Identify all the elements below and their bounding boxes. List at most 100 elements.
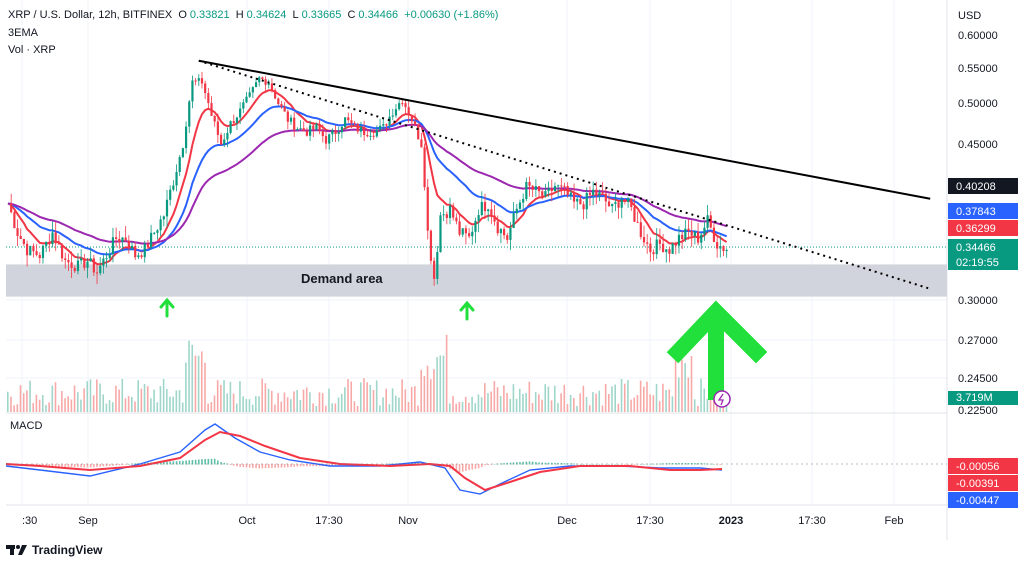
candle-body [385, 124, 388, 126]
volume-bar [61, 390, 63, 412]
candle-body [703, 227, 706, 235]
macd-histogram-bar [617, 464, 620, 465]
macd-histogram-bar [248, 464, 251, 468]
candle-body [239, 108, 242, 118]
volume-bar [690, 356, 693, 412]
macd-histogram-bar [217, 460, 219, 465]
macd-histogram-bar [73, 464, 76, 468]
candle-body [296, 128, 299, 130]
candle-body [248, 92, 251, 97]
volume-bar [315, 405, 318, 412]
candle-body [223, 139, 226, 145]
macd-histogram-bar [414, 462, 416, 465]
macd-histogram-bar [379, 464, 381, 465]
volume-bar [709, 399, 712, 412]
big-up-arrow-icon [666, 300, 768, 400]
candle-body [134, 245, 137, 258]
macd-histogram-bar [550, 462, 553, 465]
volume-bar [169, 396, 171, 412]
volume-bar [636, 395, 639, 412]
candle-body [165, 199, 169, 217]
volume-bar [480, 397, 483, 412]
volume-bar [471, 396, 473, 412]
tradingview-logo[interactable]: TradingView [6, 543, 102, 557]
candle-body [181, 148, 184, 158]
macd-histogram-bar [579, 464, 582, 465]
candle-body [433, 260, 436, 279]
volume-bar [121, 378, 124, 412]
indicator-ema-label[interactable]: 3EMA [8, 27, 38, 39]
macd-histogram-bar [48, 464, 51, 467]
candle-body [410, 115, 413, 122]
macd-histogram-bar [258, 464, 261, 469]
volume-bar [588, 405, 591, 412]
price-tick: 0.55000 [958, 63, 998, 75]
candle-body [445, 214, 448, 218]
macd-histogram-bar [605, 464, 607, 465]
volume-bar [258, 396, 260, 412]
candle-body [363, 127, 366, 135]
volume-bar [131, 397, 133, 412]
candle-body [353, 123, 356, 125]
volume-bar [162, 379, 165, 412]
countdown-badge: 02:19:55 [948, 254, 1018, 270]
volume-bar [309, 392, 311, 412]
volume-bar [331, 403, 333, 412]
candle-body [115, 237, 118, 239]
macd-histogram-bar [112, 464, 114, 466]
open-key: O [178, 9, 187, 21]
volume-bar [280, 401, 283, 412]
volume-bar [452, 396, 454, 412]
macd-label[interactable]: MACD [10, 420, 43, 432]
candle-body [48, 241, 51, 245]
volume-bar [436, 357, 438, 412]
candle-body [277, 98, 280, 105]
volume-badge-text: 3.719M [956, 392, 993, 404]
macd-histogram-bar [51, 464, 54, 467]
candle-body [719, 246, 722, 249]
volume-bar [356, 405, 359, 412]
candle-body [343, 117, 347, 127]
macd-histogram-bar [89, 464, 92, 468]
time-axis[interactable]: :30 Sep Oct 17:30 Nov Dec 17:30 2023 17:30 Feb [22, 515, 903, 527]
macd-histogram-bar [614, 464, 617, 465]
volume-bar [54, 382, 57, 412]
macd-histogram-bar [503, 463, 505, 465]
macd-histogram-bar [331, 464, 334, 467]
high-key: H [235, 9, 244, 21]
candle-body [95, 272, 99, 274]
macd-histogram-bar [124, 464, 127, 465]
macd-histogram-bar [678, 463, 680, 465]
macd-histogram-bar [45, 464, 47, 467]
indicator-volume-label[interactable]: Vol · XRP [8, 44, 56, 56]
price-tick: 0.27000 [958, 335, 998, 347]
volume-bar [420, 369, 422, 412]
macd-histogram-bar [640, 463, 642, 465]
volume-bar [347, 379, 349, 412]
macd-histogram-bar [245, 464, 248, 468]
volume-bar [534, 392, 537, 412]
macd-histogram-bar [627, 464, 629, 465]
candle-body [579, 198, 582, 205]
macd-histogram-bar [213, 458, 216, 465]
countdown-badge-bg [948, 254, 1018, 270]
candle-body [464, 228, 468, 234]
candle-body [76, 260, 80, 272]
candle-body [299, 128, 302, 130]
volume-bar [283, 392, 286, 412]
candle-body [369, 135, 372, 137]
volume-bar [557, 403, 559, 412]
volume-bar [350, 381, 353, 412]
candle-body [99, 265, 102, 274]
candle-body [305, 130, 309, 136]
candle-body [687, 228, 690, 232]
volume-bar [693, 399, 696, 412]
trendlines[interactable] [198, 59, 931, 290]
macd-histogram-bar [287, 464, 289, 468]
macd-histogram-bar [302, 464, 305, 467]
volume-bar [458, 401, 461, 412]
candle-body [528, 181, 531, 186]
candle-body [677, 234, 681, 246]
volume-bar [509, 398, 512, 412]
